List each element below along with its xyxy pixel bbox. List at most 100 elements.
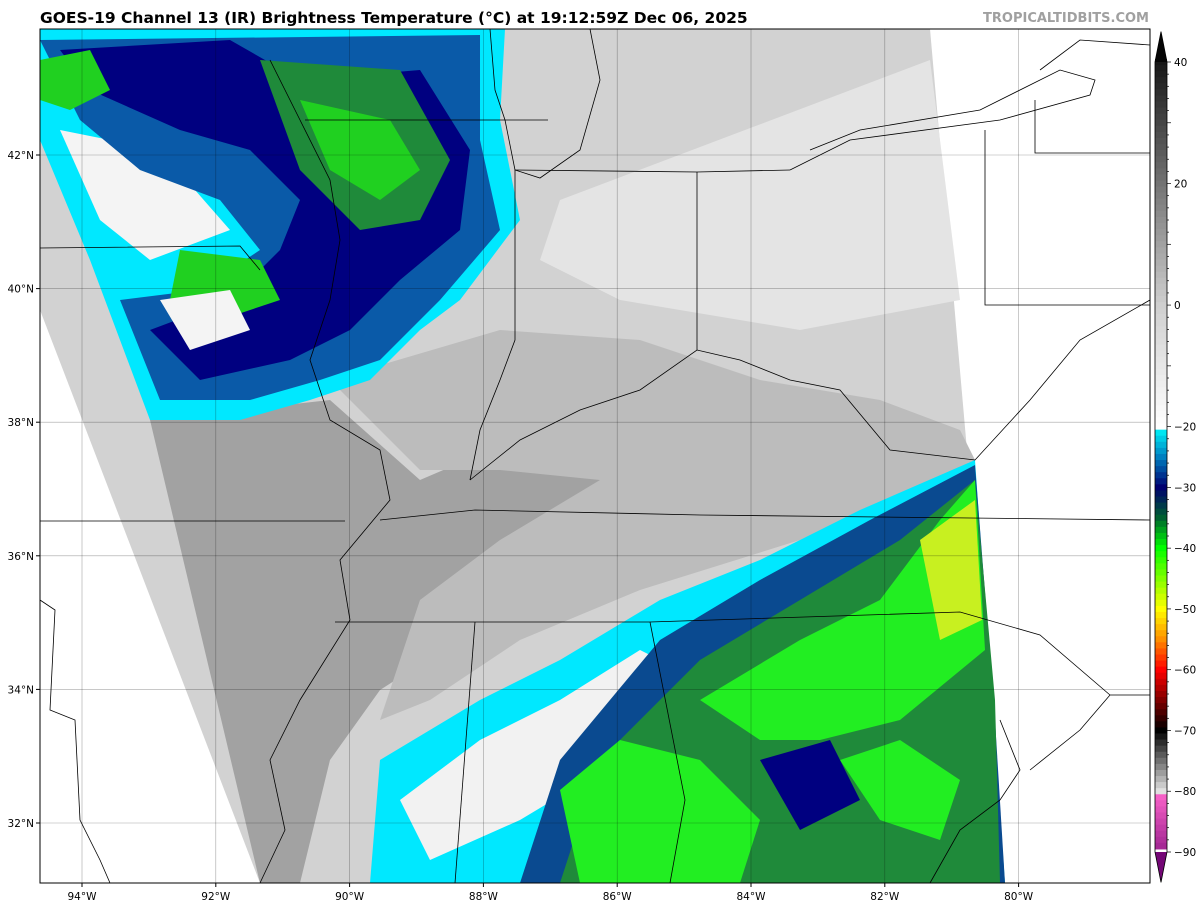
colorbar-segment [1155,89,1167,96]
lat-tick-label: 38°N [8,417,34,429]
colorbar-segment [1155,842,1167,850]
colorbar-segment [1155,532,1167,540]
colorbar-tick-label: −50 [1174,604,1196,616]
colorbar-tick-label: −70 [1174,725,1196,737]
swath-mid-region [330,330,975,720]
map-frame [39,28,1151,884]
colorbar-segment [1155,502,1167,510]
colorbar-segment [1155,198,1167,206]
cloud-region-southeast [370,460,1005,883]
colorbar-segment [1155,611,1167,619]
colorbar-segment [1155,393,1167,400]
mississippi-alabama-border [454,621,476,884]
colorbar-segment [1155,65,1167,72]
colorbar-segment [1155,520,1167,528]
colorbar-segment [1155,405,1167,412]
colorbar-segment [1155,137,1167,145]
colorbar-segment [1155,77,1167,84]
colorbar-segment [1155,295,1167,303]
colorbar-segment [1155,593,1167,601]
colorbar-segment [1155,563,1167,570]
colorbar-top-arrow [1155,31,1167,62]
colorbar-segment [1155,733,1167,741]
colorbar-segment [1155,782,1167,789]
colorbar-segment [1155,757,1167,765]
lat-tick-label: 32°N [8,818,34,830]
colorbar-segment [1155,684,1167,692]
colorbar-segment [1155,514,1167,522]
colorbar-segment [1155,119,1167,127]
lat-tick-label: 34°N [8,684,34,696]
colorbar-segment [1155,551,1167,558]
tennessee-south-border [335,611,1111,696]
colorbar-segment [1155,806,1167,813]
colorbar-segment [1155,484,1167,491]
colorbar-segment [1155,332,1167,339]
colorbar-segment [1155,131,1167,139]
colorbar-segment [1155,697,1167,704]
boundaries [39,28,1151,884]
colorbar-segment [1155,156,1167,163]
kentucky-tennessee-border [379,509,1151,521]
colorbar-segment [1155,308,1167,315]
colorbar-segment [1155,630,1167,637]
colorbar-segment [1155,709,1167,716]
alabama-georgia-border [649,621,686,884]
colorbar-segment [1155,247,1167,254]
colorbar-segment [1155,381,1167,388]
colorbar-segment [1155,125,1167,133]
colorbar-segment [1155,283,1167,291]
colorbar-segment [1155,374,1167,382]
colorbar-segment [1155,107,1167,115]
colorbar-segment [1155,721,1167,728]
colorbar-segment [1155,557,1167,564]
colorbar-segment [1155,338,1167,346]
colorbar-segment [1155,150,1167,157]
colorbar-segment [1155,435,1167,443]
colorbar-segment [1155,624,1167,631]
colorbar-segment [1155,186,1167,194]
colorbar-tick-label: −30 [1174,482,1196,494]
colorbar-segment [1155,441,1167,449]
lon-tick-label: 80°W [1004,891,1034,903]
colorbar-segment [1155,326,1167,333]
lon-tick-label: 92°W [201,891,231,903]
lon-tick-label: 88°W [469,891,499,903]
colorbar-segment [1155,362,1167,370]
colorbar-segment [1155,144,1167,151]
colorbar-segment [1155,703,1167,710]
colorbar-segment [1155,411,1167,418]
colorbar-segment [1155,168,1167,175]
colorbar-segment [1155,429,1167,437]
colorbar-segment [1155,423,1167,431]
colorbar-segment [1155,818,1167,826]
watermark: TROPICALTIDBITS.COM [983,11,1149,26]
colorbar-segment [1155,545,1167,552]
colorbar-segment [1155,690,1167,698]
mississippi-river [259,59,391,884]
cloud-region-northwest [40,29,520,420]
colorbar-segment [1155,95,1167,102]
lon-tick-label: 84°W [737,891,767,903]
map-title: GOES-19 Channel 13 (IR) Brightness Tempe… [40,9,748,27]
carolina-coast [1029,694,1150,771]
colorbar-segment [1155,265,1167,273]
lake-michigan-shore [489,28,601,179]
colorbar-segment [1155,241,1167,248]
colorbar-segment [1155,478,1167,485]
pennsylvania-ohio-border [984,130,1150,306]
lat-tick-label: 40°N [8,284,34,296]
colorbar-segment [1155,666,1167,674]
colorbar-segment [1155,508,1167,516]
colorbar-tick-label: −80 [1174,786,1196,798]
colorbar-segment [1155,575,1167,583]
lon-tick-label: 82°W [870,891,900,903]
lat-tick-label: 42°N [8,150,34,162]
atlantic-coast [929,719,1021,884]
colorbar-segment [1155,539,1167,546]
colorbar-segment [1155,192,1167,200]
colorbar-segment [1155,71,1167,78]
colorbar-segment [1155,460,1167,467]
swath-light-band [540,60,960,330]
